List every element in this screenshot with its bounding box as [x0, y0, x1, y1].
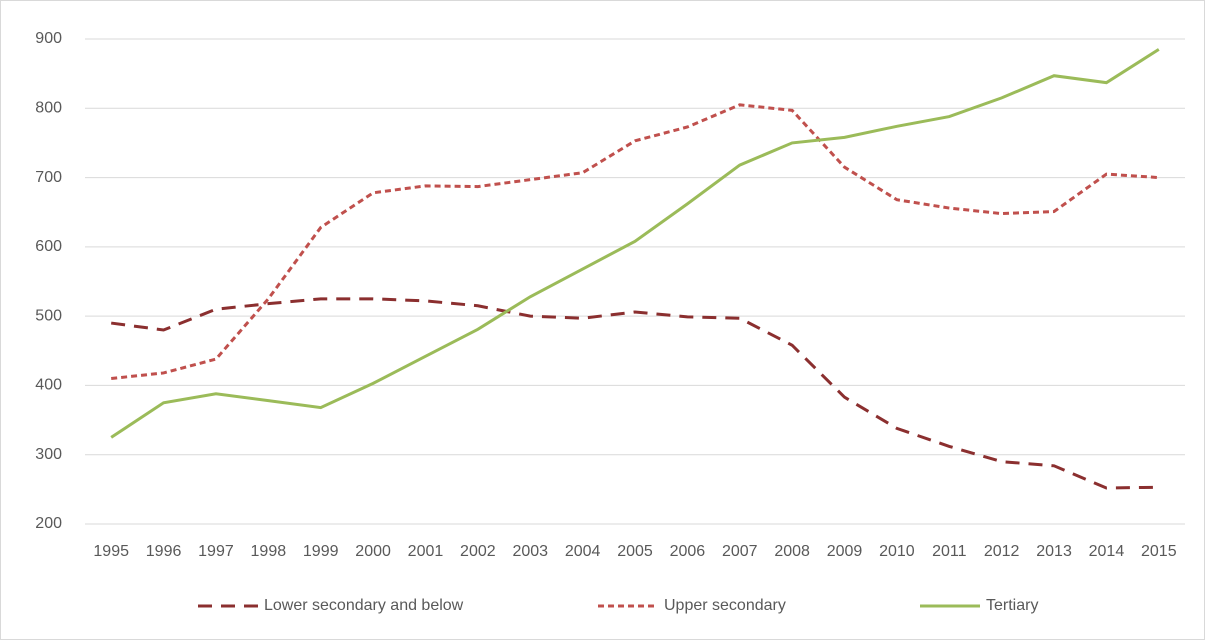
y-tick-label: 400 [35, 377, 62, 394]
x-tick-label: 2003 [512, 543, 548, 560]
legend-label: Upper secondary [664, 597, 786, 614]
y-tick-label: 900 [35, 30, 62, 47]
y-tick-label: 200 [35, 515, 62, 532]
x-tick-label: 2007 [722, 543, 758, 560]
x-tick-label: 2014 [1089, 543, 1125, 560]
x-tick-label: 1998 [251, 543, 287, 560]
x-tick-label: 2009 [827, 543, 863, 560]
y-tick-label: 500 [35, 307, 62, 324]
x-tick-label: 2011 [932, 543, 967, 560]
x-tick-label: 1999 [303, 543, 339, 560]
series-line [111, 103, 1159, 380]
y-tick-label: 700 [35, 169, 62, 186]
x-tick-label: 1996 [146, 543, 182, 560]
x-tick-label: 1997 [198, 543, 234, 560]
x-tick-label: 2015 [1141, 543, 1177, 560]
x-tick-label: 2001 [408, 543, 444, 560]
x-tick-label: 2012 [984, 543, 1020, 560]
x-tick-label: 2006 [670, 543, 706, 560]
legend-label: Lower secondary and below [264, 597, 464, 614]
series-line [110, 48, 1160, 439]
x-tick-label: 2005 [617, 543, 653, 560]
x-tick-label: 2008 [774, 543, 810, 560]
x-tick-label: 2004 [565, 543, 601, 560]
y-tick-label: 600 [35, 238, 62, 255]
x-tick-label: 2013 [1036, 543, 1072, 560]
x-tick-label: 2010 [879, 543, 915, 560]
y-tick-label: 800 [35, 100, 62, 117]
x-tick-label: 2002 [460, 543, 496, 560]
legend-label: Tertiary [986, 597, 1038, 614]
x-tick-label: 2000 [355, 543, 391, 560]
y-tick-label: 300 [35, 446, 62, 463]
x-tick-label: 1995 [93, 543, 129, 560]
series-line [110, 297, 1159, 490]
